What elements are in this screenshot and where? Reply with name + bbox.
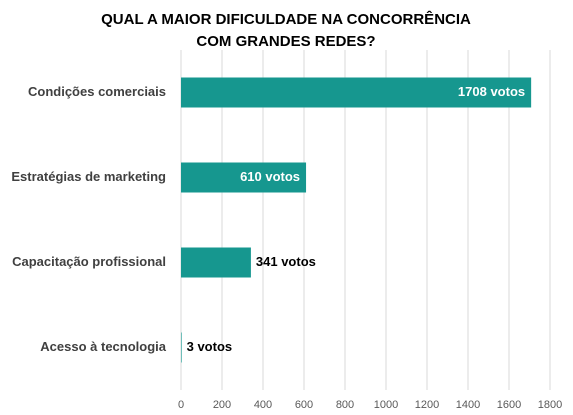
x-tick-label: 1000 <box>374 399 398 411</box>
chart-title: QUAL A MAIOR DIFICULDADE NA CONCORRÊNCIA <box>101 10 471 28</box>
x-tick-label: 0 <box>178 399 184 411</box>
value-label: 3 votos <box>187 339 233 354</box>
y-tick-label: Estratégias de marketing <box>11 169 166 184</box>
value-label: 610 votos <box>240 169 300 184</box>
bar <box>181 247 251 278</box>
bar <box>181 332 182 363</box>
x-tick-label: 400 <box>254 399 272 411</box>
y-tick-label: Capacitação profissional <box>12 254 166 269</box>
x-tick-label: 200 <box>213 399 231 411</box>
x-tick-label: 1400 <box>456 399 480 411</box>
bar <box>181 77 532 108</box>
y-tick-label: Condições comerciais <box>28 84 166 99</box>
x-tick-label: 1600 <box>497 399 521 411</box>
x-tick-label: 1800 <box>538 399 562 411</box>
x-tick-label: 600 <box>295 399 313 411</box>
y-tick-label: Acesso à tecnologia <box>40 339 166 354</box>
value-label: 341 votos <box>256 254 316 269</box>
x-tick-label: 1200 <box>415 399 439 411</box>
x-tick-label: 800 <box>336 399 354 411</box>
chart-title: COM GRANDES REDES? <box>196 33 375 50</box>
bar <box>181 162 307 193</box>
value-label: 1708 votos <box>458 84 525 99</box>
